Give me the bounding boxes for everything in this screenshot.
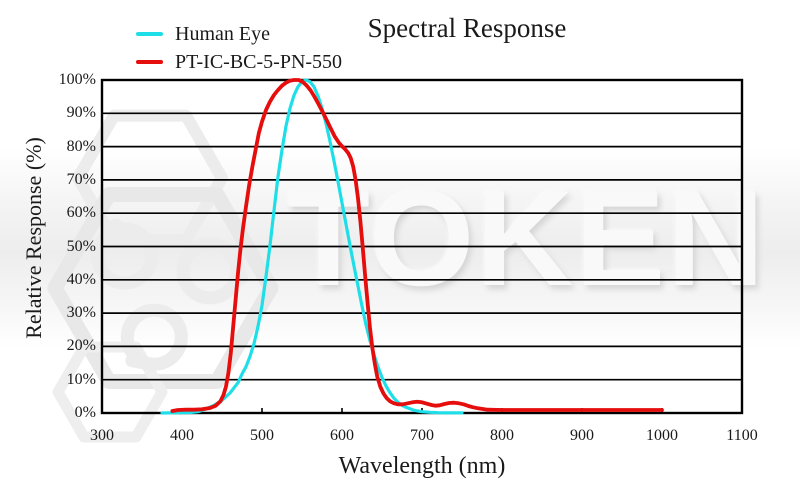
x-tick-label-500: 500 <box>250 427 274 444</box>
x-tick-label-1000: 1000 <box>646 427 678 444</box>
legend-item-pt-ic-bc-5-pn-550: PT-IC-BC-5-PN-550 <box>136 48 342 76</box>
legend-label-pt-ic-bc-5-pn-550: PT-IC-BC-5-PN-550 <box>175 50 343 73</box>
y-tick-label-20: 20% <box>66 337 96 354</box>
x-tick-label-900: 900 <box>570 427 594 444</box>
y-tick-label-70: 70% <box>66 171 96 188</box>
x-tick-label-700: 700 <box>410 427 434 444</box>
y-tick-label-10: 10% <box>66 371 96 388</box>
pt-ic-bc-5-pn-550-line-swatch <box>136 60 163 64</box>
y-tick-label-30: 30% <box>66 304 96 321</box>
x-tick-label-400: 400 <box>170 427 194 444</box>
curve-human-eye <box>160 78 464 415</box>
x-tick-label-600: 600 <box>330 427 354 444</box>
legend-label-human-eye: Human Eye <box>175 22 270 45</box>
x-axis-title: Wavelength (nm) <box>338 453 506 479</box>
legend: Human Eye PT-IC-BC-5-PN-550 <box>136 20 342 76</box>
human-eye-line-swatch <box>136 32 163 36</box>
y-tick-label-60: 60% <box>66 204 96 221</box>
y-tick-label-80: 80% <box>66 138 96 155</box>
x-tick-label-800: 800 <box>490 427 514 444</box>
curve-pt-ic-bc-5-pn-550 <box>170 78 664 413</box>
y-tick-label-40: 40% <box>66 271 96 288</box>
y-tick-label-90: 90% <box>66 104 96 121</box>
y-tick-label-100: 100% <box>58 71 96 88</box>
chart-title: Spectral Response <box>367 13 567 43</box>
legend-item-human-eye: Human Eye <box>136 20 342 48</box>
token-logo-watermark <box>47 109 279 443</box>
x-tick-label-300: 300 <box>90 427 114 444</box>
y-tick-label-0: 0% <box>74 404 96 421</box>
y-tick-label-50: 50% <box>66 238 96 255</box>
x-tick-label-1100: 1100 <box>726 427 758 444</box>
